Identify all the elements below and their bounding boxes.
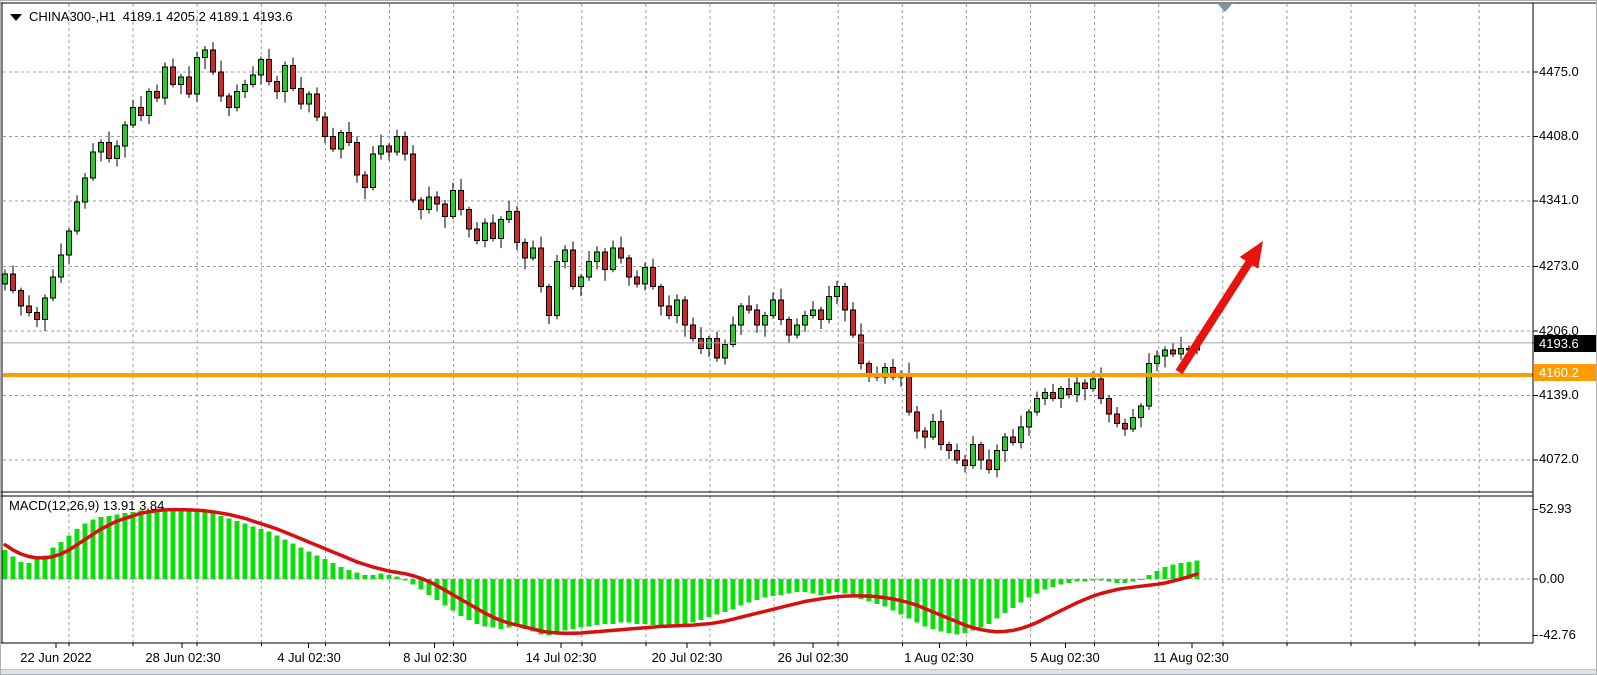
time-tick: 1 Aug 02:30 (904, 650, 974, 665)
macd-tick: 52.93 (1539, 501, 1572, 516)
trend-arrow-head[interactable] (1239, 241, 1263, 269)
chart-title: CHINA300-,H1 4189.1 4205.2 4189.1 4193.6 (10, 9, 293, 25)
time-tick: 22 Jun 2022 (20, 650, 92, 665)
current-price-badge: 4193.6 (1534, 335, 1596, 352)
macd-tick: -42.76 (1539, 627, 1576, 642)
price-tick: 4475.0 (1539, 64, 1579, 79)
price-tick: 4139.0 (1539, 387, 1579, 402)
support-line-badge: 4160.2 (1534, 364, 1596, 381)
trend-arrow-shaft[interactable] (1175, 256, 1256, 375)
macd-signal-line (3, 507, 1199, 636)
price-tick: 4072.0 (1539, 451, 1579, 466)
time-tick: 4 Jul 02:30 (277, 650, 341, 665)
time-tick: 5 Aug 02:30 (1030, 650, 1100, 665)
symbol-timeframe-label: CHINA300-,H1 (29, 9, 116, 24)
price-tick: 4341.0 (1539, 192, 1579, 207)
time-tick: 8 Jul 02:30 (403, 650, 467, 665)
macd-histogram (2, 509, 1200, 636)
candles-layer[interactable] (2, 42, 1200, 478)
price-tick: 4206.0 (1539, 323, 1579, 338)
time-tick: 14 Jul 02:30 (525, 650, 597, 665)
time-tick: 20 Jul 02:30 (651, 650, 723, 665)
time-tick: 26 Jul 02:30 (777, 650, 849, 665)
ohlc-quote-label: 4189.1 4205.2 4189.1 4193.6 (122, 9, 293, 24)
indicator-label: MACD(12,26,9) 13.91 3.84 (9, 498, 165, 513)
time-tick: 11 Aug 02:30 (1153, 650, 1229, 665)
price-tick: 4273.0 (1539, 258, 1579, 273)
time-tick: 28 Jun 02:30 (145, 650, 221, 665)
macd-tick: 0.00 (1539, 571, 1565, 586)
price-tick: 4408.0 (1539, 128, 1579, 143)
symbol-dropdown-icon[interactable] (10, 13, 22, 21)
window-bottom-edge (1, 669, 1596, 674)
chart-shift-marker-icon[interactable] (1217, 3, 1233, 12)
